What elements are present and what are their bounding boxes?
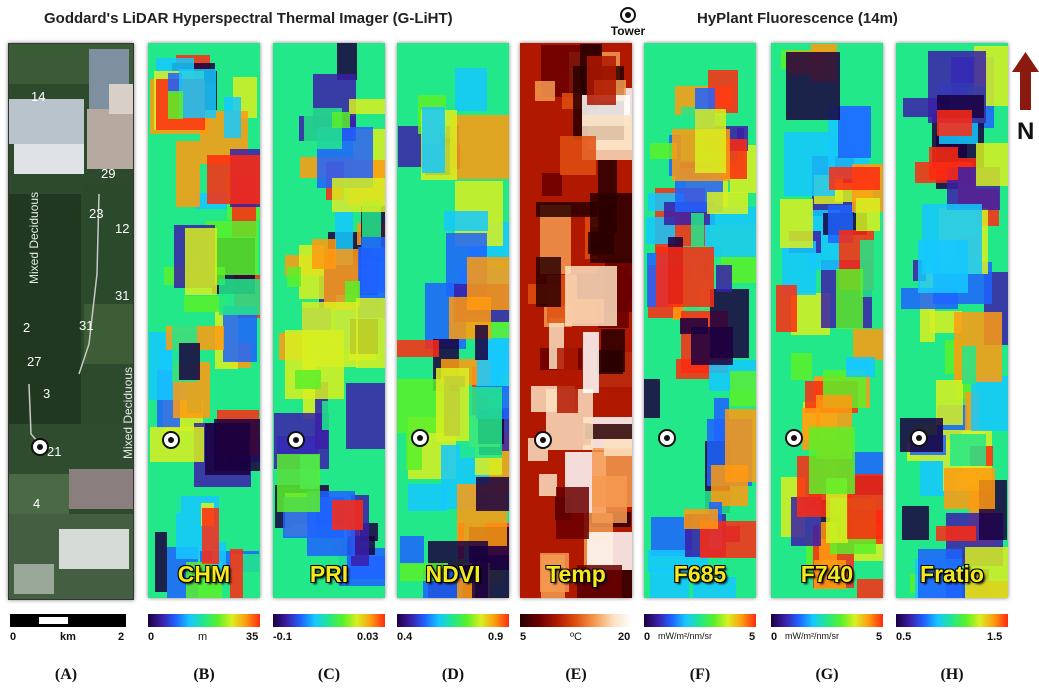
panel-temp: Temp	[520, 43, 632, 598]
tower-marker-icon	[658, 429, 676, 447]
colorbar-max: 20	[618, 631, 631, 643]
vegetation-label: Mixed Deciduous	[27, 191, 41, 284]
colorbar-min: 5	[520, 631, 527, 643]
panel-sublabel: (D)	[441, 666, 465, 683]
panel-fratio: Fratio	[896, 43, 1008, 598]
index-map-image	[896, 43, 1008, 598]
panel-sublabel: (F)	[689, 666, 711, 683]
index-map-image	[771, 43, 883, 598]
panel-sublabel: (G)	[815, 666, 839, 683]
panel-ndvi: NDVI	[397, 43, 509, 598]
index-map-image	[148, 43, 260, 598]
panel-label: F740	[800, 561, 854, 587]
tower-legend: Tower	[608, 7, 648, 38]
panel-label: Temp	[546, 561, 606, 587]
index-map-image	[520, 43, 632, 598]
colorbar-max: 1.5	[987, 631, 1003, 643]
plot-number: 27	[27, 354, 42, 369]
plot-number: 29	[101, 166, 116, 181]
plot-number: 31	[115, 288, 130, 303]
panel-sublabel: (B)	[193, 666, 215, 683]
plot-number: 4	[33, 496, 41, 511]
tower-legend-label: Tower	[610, 24, 646, 38]
panel-label: Fratio	[920, 561, 984, 587]
panel-a-satellite-map: 14 29 23 12 31 31 2 27 3 21 4 Mixed Deci…	[8, 43, 134, 600]
panel-pri: PRI	[273, 43, 385, 598]
panel-a-sublabel: (A)	[54, 666, 78, 683]
arrow-up-icon	[1012, 52, 1039, 110]
colorbar-unit: mW/m²/nm/sr	[785, 631, 839, 641]
colorbar	[148, 614, 260, 627]
panel-sublabel: (E)	[565, 666, 587, 683]
colorbar	[644, 614, 756, 627]
tower-icon	[620, 7, 636, 23]
colorbar-max: 0.03	[357, 631, 379, 643]
plot-number: 23	[89, 206, 104, 221]
colorbar-min: 0	[771, 631, 778, 643]
colorbar-unit: mW/m²/nm/sr	[658, 631, 712, 641]
tower-marker-icon	[31, 438, 49, 456]
index-map-image	[644, 43, 756, 598]
plot-number: 2	[23, 320, 31, 335]
colorbar-min: 0	[644, 631, 651, 643]
panel-sublabel: (H)	[940, 666, 964, 683]
tower-marker-icon	[287, 431, 305, 449]
scale-bar-graphic	[10, 614, 126, 627]
colorbar-min: 0	[148, 631, 155, 643]
index-map-image	[397, 43, 509, 598]
plot-number: 31	[79, 318, 94, 333]
tower-marker-icon	[785, 429, 803, 447]
colorbar	[520, 614, 632, 627]
panel-label: PRI	[309, 561, 349, 587]
colorbar	[273, 614, 385, 627]
glihht-title: Goddard's LiDAR Hyperspectral Thermal Im…	[44, 10, 453, 27]
colorbar	[896, 614, 1008, 627]
colorbar	[771, 614, 883, 627]
colorbar-unit: m	[198, 631, 208, 643]
plot-number: 12	[115, 221, 130, 236]
plot-number: 3	[43, 386, 51, 401]
plot-number: 14	[31, 89, 46, 104]
panel-f685: F685	[644, 43, 756, 598]
north-arrow: N	[1012, 52, 1039, 147]
plot-number: 21	[47, 444, 62, 459]
scale-bar-min: 0	[10, 631, 17, 643]
colorbar-max: 5	[749, 631, 756, 643]
hyplant-title: HyPlant Fluorescence (14m)	[697, 10, 898, 27]
panel-label: NDVI	[425, 561, 481, 587]
colorbar-max: 0.9	[488, 631, 504, 643]
panel-sublabel: (C)	[317, 666, 341, 683]
colorbar	[397, 614, 509, 627]
panel-f740: F740	[771, 43, 883, 598]
panel-chm: CHM	[148, 43, 260, 598]
index-map-image	[273, 43, 385, 598]
panel-label: CHM	[177, 561, 231, 587]
colorbar-max: 5	[876, 631, 883, 643]
satellite-map-image	[9, 44, 133, 599]
scale-bar-unit: km	[60, 631, 76, 643]
panel-label: F685	[673, 561, 727, 587]
tower-marker-icon	[162, 431, 180, 449]
tower-marker-icon	[411, 429, 429, 447]
scale-bar	[10, 614, 126, 627]
colorbar-min: 0.5	[896, 631, 912, 643]
tower-marker-icon	[910, 429, 928, 447]
vegetation-label: Mixed Deciduous	[121, 366, 134, 459]
colorbar-unit: ºC	[570, 631, 582, 643]
colorbar-min: -0.1	[273, 631, 292, 643]
tower-marker-icon	[534, 431, 552, 449]
colorbar-min: 0.4	[397, 631, 413, 643]
north-label: N	[1017, 118, 1035, 145]
colorbar-max: 35	[246, 631, 259, 643]
scale-bar-max: 2	[118, 631, 125, 643]
